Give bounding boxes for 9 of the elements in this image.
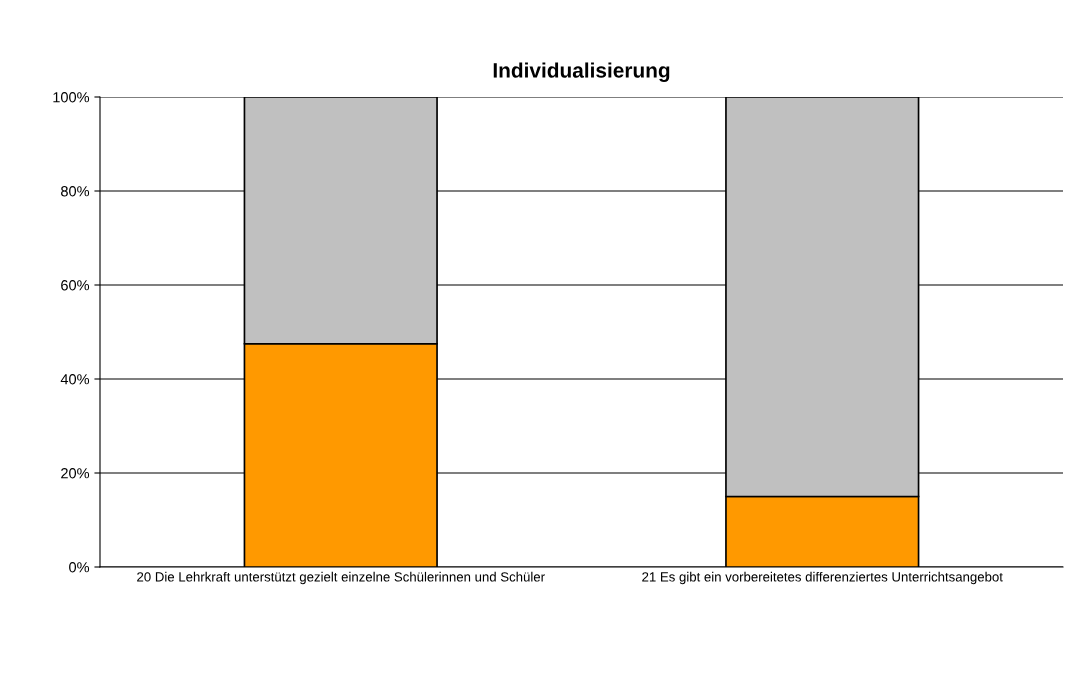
y-tick-label: 60%: [61, 280, 90, 291]
y-tick-label: 0%: [69, 562, 90, 573]
chart-title: Individualisierung: [493, 62, 670, 82]
y-tick-label: 40%: [60, 374, 90, 385]
x-tick-label: 20 Die Lehrkraft unterstützt gezielt einzelne Schülerinnen und Schüler: [137, 571, 545, 585]
y-tick-label: 80%: [61, 186, 90, 197]
y-tick-label: 100%: [53, 92, 90, 103]
x-tick-label: 21 Es gibt ein vorbereitetes differenziertes Unterrichtsangebot: [642, 571, 1003, 585]
y-tick-label: 20%: [61, 468, 90, 479]
